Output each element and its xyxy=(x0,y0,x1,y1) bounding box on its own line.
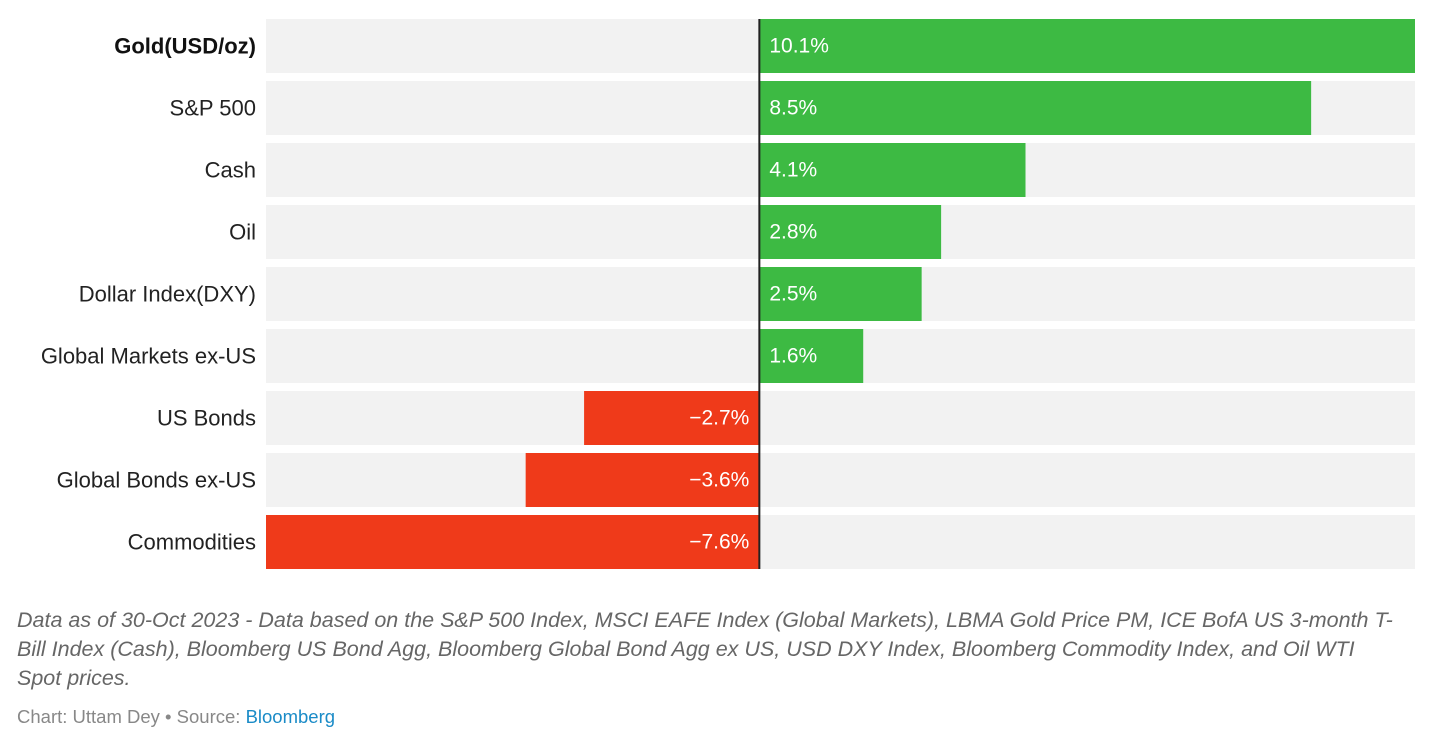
bars xyxy=(266,19,1415,569)
bar xyxy=(759,19,1415,73)
row-background xyxy=(266,391,1415,445)
category-label: US Bonds xyxy=(157,406,256,431)
footer-credit: Chart: Uttam Dey • Source: xyxy=(17,706,246,727)
value-label: 2.5% xyxy=(769,283,817,306)
category-label: Oil xyxy=(229,220,256,245)
category-label: Global Markets ex-US xyxy=(41,344,256,369)
bar xyxy=(759,81,1312,135)
row-background xyxy=(266,453,1415,507)
bar-chart: Gold(USD/oz) S&P 500 Cash Oil Dollar Index(D… xyxy=(41,19,1415,569)
value-labels: 10.1% 8.5% 4.1% 2.8% 2.5% 1.6% −2.7% −3.6% −7.6% xyxy=(689,35,829,554)
category-label: Global Bonds ex-US xyxy=(57,468,256,493)
category-label: Cash xyxy=(205,158,256,183)
category-label: S&P 500 xyxy=(170,96,256,121)
chart-notes: Data as of 30-Oct 2023 - Data based on t… xyxy=(17,608,1393,690)
category-label: Gold(USD/oz) xyxy=(114,34,256,59)
bar xyxy=(759,329,864,383)
bar xyxy=(584,391,760,445)
value-label: −7.6% xyxy=(689,531,749,554)
bar xyxy=(525,453,760,507)
value-label: 1.6% xyxy=(769,345,817,368)
chart-footer: Chart: Uttam Dey • Source: Bloomberg xyxy=(17,706,335,728)
value-label: 10.1% xyxy=(769,35,829,58)
value-label: 2.8% xyxy=(769,221,817,244)
category-label: Dollar Index(DXY) xyxy=(79,282,256,307)
value-label: −3.6% xyxy=(689,469,749,492)
value-label: 4.1% xyxy=(769,159,817,182)
category-label: Commodities xyxy=(128,530,256,555)
value-label: 8.5% xyxy=(769,97,817,120)
bar xyxy=(759,205,942,259)
bar xyxy=(759,143,1026,197)
source-link[interactable]: Bloomberg xyxy=(245,706,336,727)
bar xyxy=(759,267,922,321)
value-label: −2.7% xyxy=(689,407,749,430)
category-labels: Gold(USD/oz) S&P 500 Cash Oil Dollar Index(D… xyxy=(41,34,256,555)
bar xyxy=(266,515,760,569)
